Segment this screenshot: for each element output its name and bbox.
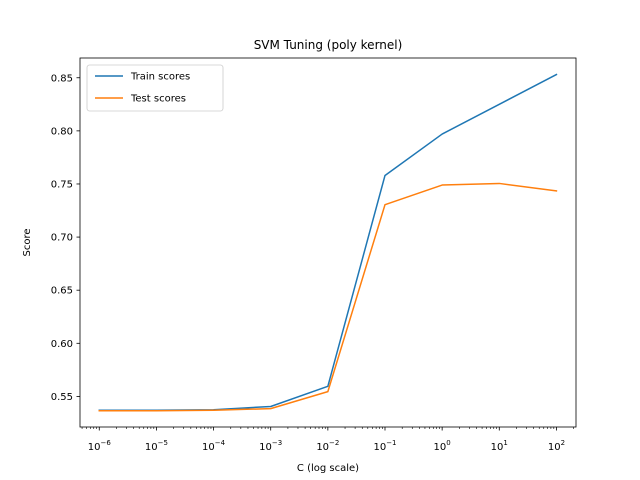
y-tick-label: 0.65 bbox=[51, 286, 73, 297]
y-tick-label: 0.75 bbox=[51, 179, 73, 190]
plot-area-frame bbox=[79, 57, 577, 428]
legend-label: Test scores bbox=[130, 94, 186, 105]
x-tick-label: 10−5 bbox=[145, 439, 168, 453]
y-tick-label: 0.80 bbox=[51, 126, 73, 137]
y-tick-label: 0.55 bbox=[51, 392, 73, 403]
y-tick-label: 0.85 bbox=[51, 73, 73, 84]
legend: Train scores Test scores bbox=[86, 64, 224, 112]
x-tick-label: 101 bbox=[491, 439, 508, 453]
series-layer bbox=[98, 73, 558, 412]
x-tick-label: 10−3 bbox=[259, 439, 282, 453]
legend-label: Train scores bbox=[130, 72, 190, 83]
x-tick-label: 10−1 bbox=[373, 439, 396, 453]
x-tick-label: 10−4 bbox=[202, 439, 226, 453]
y-axis-label: Score bbox=[22, 228, 33, 256]
ticks-layer: 10−6 10−5 10−4 10−3 10−2 10−1 100 101 102 0.55 0.6… bbox=[51, 73, 574, 453]
x-tick-label: 100 bbox=[434, 439, 451, 453]
x-tick-label: 10−2 bbox=[316, 439, 339, 453]
x-tick-label: 102 bbox=[548, 439, 565, 453]
series-line-test bbox=[98, 182, 558, 412]
x-tick-label: 10−6 bbox=[88, 439, 112, 453]
chart-title: SVM Tuning (poly kernel) bbox=[254, 38, 403, 52]
y-tick-label: 0.60 bbox=[51, 339, 73, 350]
y-tick-label: 0.70 bbox=[51, 233, 73, 244]
x-axis-label: C (log scale) bbox=[297, 463, 359, 474]
